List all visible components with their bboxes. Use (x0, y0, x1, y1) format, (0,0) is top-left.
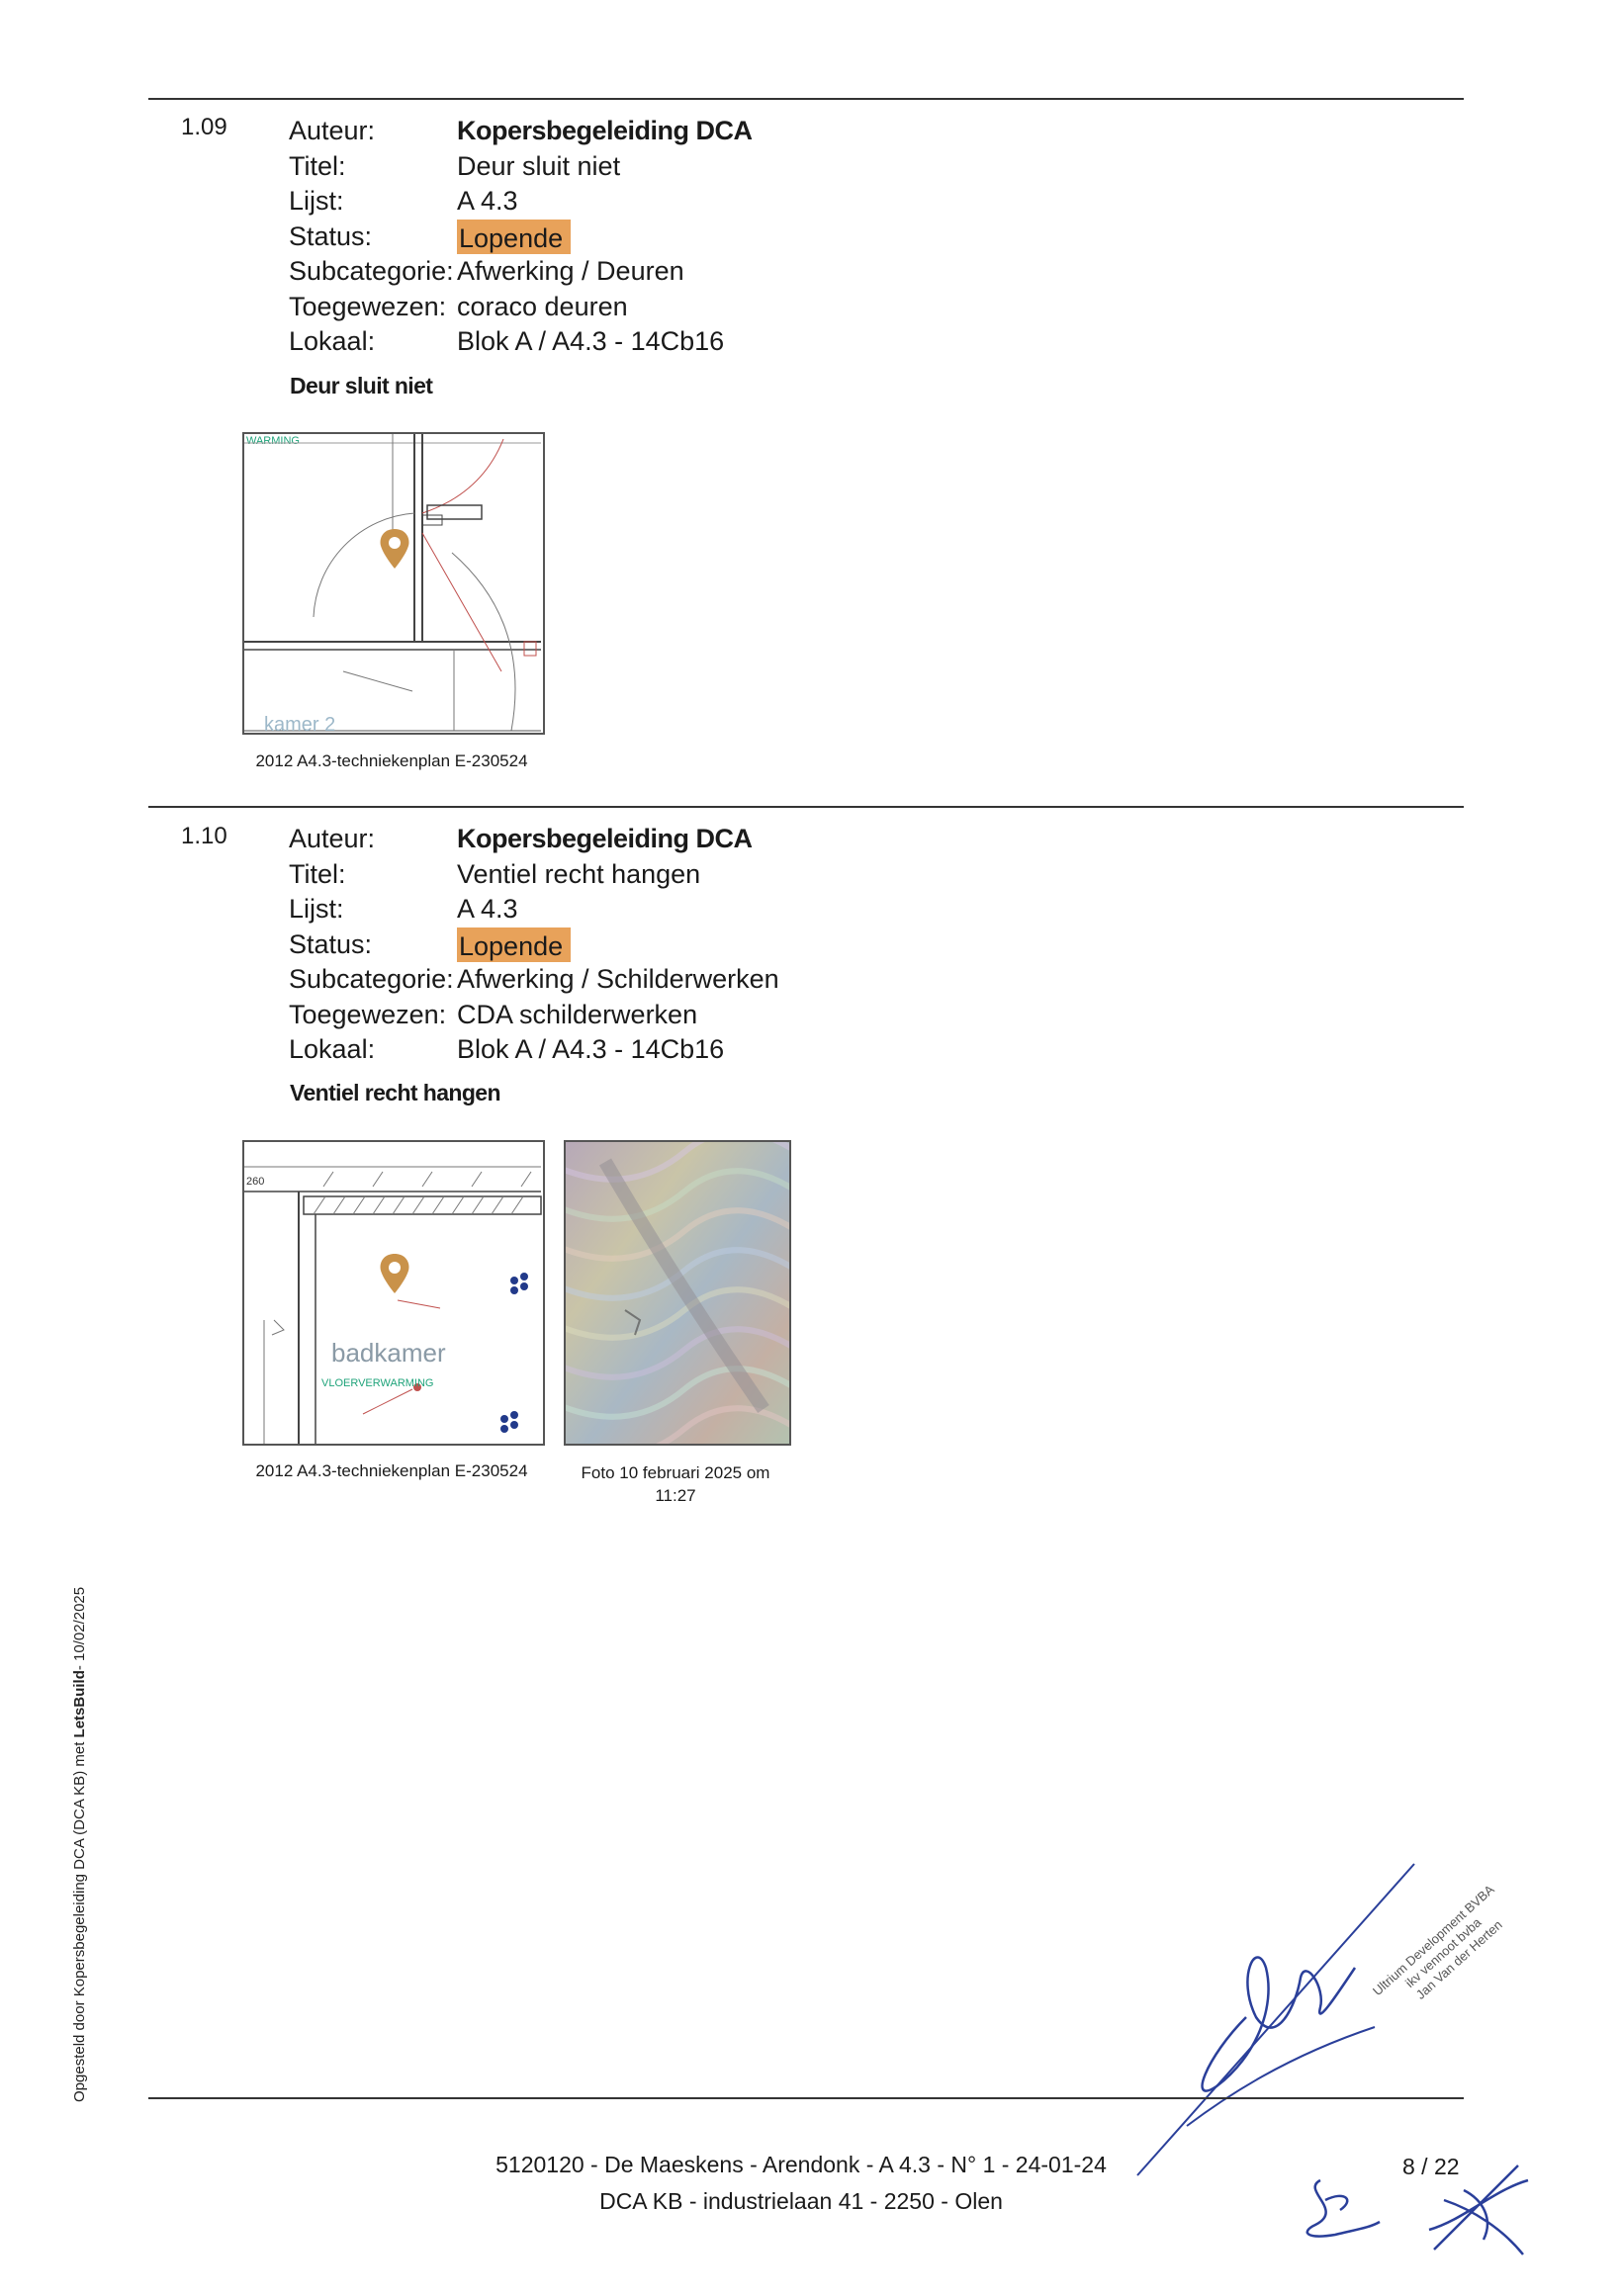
author-value: Kopersbegeleiding DCA (457, 116, 753, 145)
item-number: 1.10 (181, 823, 227, 849)
image-caption: 2012 A4.3-techniekenplan E-230524 (255, 1461, 528, 1480)
label-title: Titel: (289, 150, 346, 181)
label-subcategory: Subcategorie: (289, 964, 454, 994)
item-fields: Auteur: Kopersbegeleiding DCA Titel: Deur … (289, 114, 753, 360)
top-divider (148, 98, 1464, 100)
label-author: Auteur: (289, 116, 376, 145)
floorplan-drawing: 260 badkamer VLOERVERWARMING (244, 1166, 542, 1444)
wall-photo (566, 1142, 789, 1444)
label-location: Lokaal: (289, 1034, 376, 1064)
room-sub-label: VLOERVERWARMING (321, 1377, 434, 1389)
initials-mark (1305, 2178, 1381, 2238)
label-assigned: Toegewezen: (289, 999, 447, 1029)
label-subcategory: Subcategorie: (289, 256, 454, 286)
location-pin-icon (380, 529, 409, 569)
assigned-value: CDA schilderwerken (457, 999, 698, 1029)
floorplan-drawing: WARMING kamer 2 (244, 434, 541, 733)
page-number: 8 / 22 (1402, 2154, 1460, 2179)
title-value: Deur sluit niet (457, 150, 621, 181)
item-description: Ventiel recht hangen (290, 1080, 501, 1105)
footer: 5120120 - De Maeskens - Arendonk - A 4.3… (346, 2147, 1256, 2220)
list-value: A 4.3 (457, 894, 518, 924)
footer-line2: DCA KB - industrielaan 41 - 2250 - Olen (599, 2188, 1003, 2214)
room-label: badkamer (331, 1338, 446, 1368)
floorplan-thumbnail[interactable]: 260 badkamer VLOERVERWARMING (242, 1140, 545, 1446)
footer-line1: 5120120 - De Maeskens - Arendonk - A 4.3… (495, 2152, 1107, 2177)
location-value: Blok A / A4.3 - 14Cb16 (457, 1034, 725, 1064)
status-badge: Lopende (457, 927, 572, 962)
label-list: Lijst: (289, 186, 344, 216)
label-list: Lijst: (289, 894, 344, 924)
plan-dimension: 260 (246, 1176, 264, 1188)
item-number: 1.09 (181, 114, 227, 140)
initials-mark (1428, 2164, 1529, 2255)
photo-thumbnail[interactable] (564, 1140, 791, 1446)
label-status: Status: (289, 928, 373, 959)
status-badge: Lopende (457, 219, 572, 254)
sidebar-credit: Opgesteld door Kopersbegeleiding DCA (DC… (71, 1586, 88, 2102)
list-value: A 4.3 (457, 186, 518, 216)
subcategory-value: Afwerking / Schilderwerken (457, 964, 779, 994)
bottom-divider (148, 2097, 1464, 2099)
item-divider (148, 806, 1464, 808)
signature-mark (1136, 1863, 1415, 2176)
floorplan-thumbnail[interactable]: WARMING kamer 2 (242, 432, 545, 735)
author-value: Kopersbegeleiding DCA (457, 824, 753, 853)
plan-label: WARMING (246, 435, 300, 447)
subcategory-value: Afwerking / Deuren (457, 256, 684, 286)
location-value: Blok A / A4.3 - 14Cb16 (457, 326, 725, 356)
title-value: Ventiel recht hangen (457, 858, 701, 889)
image-caption: 2012 A4.3-techniekenplan E-230524 (255, 751, 528, 770)
item-fields: Auteur: Kopersbegeleiding DCA Titel: Venti… (289, 822, 779, 1068)
assigned-value: coraco deuren (457, 291, 628, 321)
room-label: kamer 2 (264, 714, 335, 733)
location-pin-icon (380, 1254, 409, 1293)
label-status: Status: (289, 221, 373, 251)
item-description: Deur sluit niet (290, 373, 433, 398)
label-location: Lokaal: (289, 326, 376, 356)
label-title: Titel: (289, 858, 346, 889)
photo-caption: Foto 10 februari 2025 om 11:27 (581, 1463, 770, 1505)
label-author: Auteur: (289, 824, 376, 853)
label-assigned: Toegewezen: (289, 291, 447, 321)
